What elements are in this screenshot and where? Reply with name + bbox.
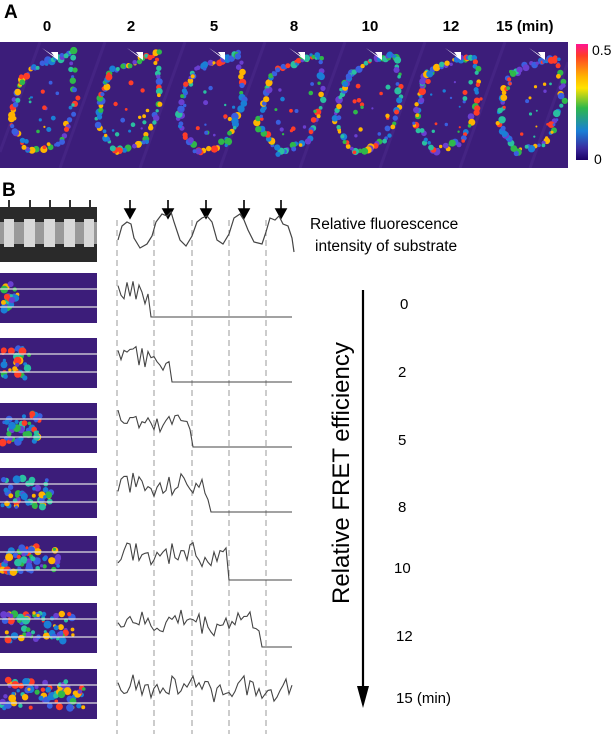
fret-row-2 — [0, 403, 292, 453]
cell-outline-2 — [175, 48, 248, 156]
fret-profile-trace — [117, 674, 293, 703]
fret-profile-trace — [117, 609, 292, 648]
colorbar-min-label: 0 — [594, 151, 602, 167]
white-arrow-icon — [289, 48, 305, 60]
fret-time-0: 0 — [400, 296, 409, 313]
time-label-8: 8 — [289, 18, 299, 35]
fret-row-3 — [0, 468, 292, 518]
white-arrow-icon — [529, 48, 545, 60]
cell-outline-5 — [412, 48, 483, 156]
fret-profile-trace — [117, 541, 292, 581]
cell-outline-1 — [94, 48, 163, 155]
fret-row-5 — [0, 603, 292, 653]
time-label-2: 2 — [126, 18, 136, 35]
fret-timelapse-strip — [0, 42, 568, 168]
time-label-10: 10 — [361, 18, 379, 35]
white-arrow-icon — [42, 48, 58, 60]
fret-time-10: 10 — [394, 560, 411, 577]
white-arrow-icon — [209, 48, 225, 60]
substrate-intensity-trace — [117, 210, 295, 253]
fret-profile-trace — [117, 345, 292, 383]
panel-a-letter: A — [4, 2, 18, 23]
fret-time-15-min: 15 (min) — [396, 690, 452, 707]
cell-outline-6 — [495, 48, 568, 157]
fret-profile-trace — [117, 472, 292, 513]
cell-outline-3 — [253, 48, 327, 157]
fret-row-4 — [0, 536, 292, 586]
time-label-15-min: 15 (min) — [496, 18, 554, 35]
trace-arrows — [123, 200, 288, 220]
fret-profile-trace — [117, 409, 292, 448]
substrate-caption-line2: intensity of substrate — [315, 238, 458, 255]
time-label-5: 5 — [209, 18, 219, 35]
fret-time-2: 2 — [398, 364, 407, 381]
fret-axis-label: Relative FRET efficiency — [328, 342, 355, 604]
substrate-caption-line1: Relative fluorescence — [310, 216, 459, 233]
panel-b-letter: B — [2, 180, 16, 201]
dashed-guides — [116, 220, 267, 734]
panel-b-figure — [0, 200, 295, 734]
fret-row-1 — [0, 338, 292, 388]
white-arrow-icon — [366, 48, 382, 60]
cell-outline-4 — [331, 48, 404, 156]
fret-profile-trace — [117, 281, 292, 318]
fret-time-12: 12 — [396, 628, 413, 645]
colorbar-max-label: 0.5 — [592, 42, 612, 58]
fret-row-0 — [0, 273, 292, 323]
fret-time-8: 8 — [398, 499, 407, 516]
white-arrow-icon — [127, 48, 143, 60]
fret-time-5: 5 — [398, 432, 407, 449]
fret-row-6 — [0, 669, 293, 719]
cell-outline-0 — [8, 46, 81, 154]
fret-axis-arrow — [357, 290, 369, 708]
time-label-0: 0 — [42, 18, 52, 35]
substrate-image — [0, 207, 97, 262]
white-arrow-icon — [445, 48, 461, 60]
time-label-12: 12 — [442, 18, 460, 35]
colorbar — [576, 44, 588, 160]
